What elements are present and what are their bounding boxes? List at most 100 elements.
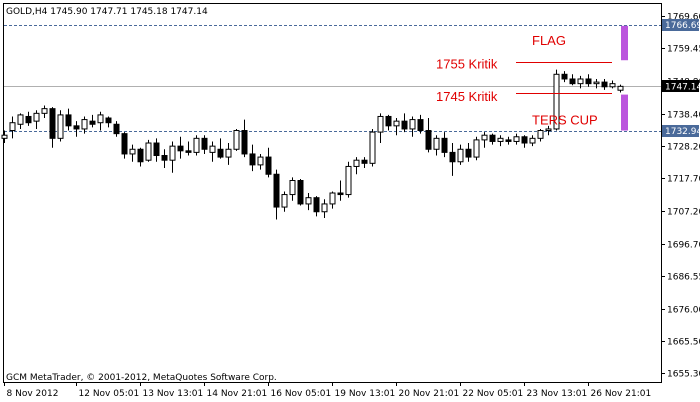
candle: [33, 110, 40, 129]
candle-body-bull: [41, 108, 48, 114]
candle: [513, 133, 520, 145]
candle-body-bear: [137, 148, 144, 163]
candle-body-bear: [561, 73, 568, 80]
candle: [545, 125, 552, 136]
candle-body-bull: [289, 180, 296, 196]
candle: [473, 136, 480, 161]
candle-body-bull: [353, 159, 360, 167]
candle: [225, 143, 232, 165]
candle: [385, 114, 392, 131]
candle: [401, 113, 408, 133]
candle: [9, 116, 16, 139]
candle: [489, 133, 496, 145]
candle-body-bear: [65, 114, 72, 127]
candle-body-bull: [233, 130, 240, 150]
candle-body-bull: [513, 136, 520, 142]
candle-body-bear: [185, 150, 192, 153]
price-axis-label: 1696.70: [667, 241, 700, 251]
candle: [585, 74, 592, 87]
candle-body-bull: [145, 142, 152, 161]
candle: [337, 180, 344, 201]
candle: [537, 128, 544, 142]
candle: [425, 118, 432, 153]
candle-body-bull: [481, 134, 488, 141]
candle-body-bear: [601, 81, 608, 88]
candle: [433, 135, 440, 156]
price-levels: [4, 25, 661, 132]
candle: [521, 135, 528, 148]
candle: [185, 141, 192, 156]
time-axis-label: 13 Nov 13:01: [143, 389, 204, 399]
candle-body-bear: [249, 153, 256, 166]
current-price-tag-label: 1747.14: [665, 83, 700, 93]
candle-body-bear: [241, 130, 248, 155]
candle: [177, 136, 184, 159]
candle: [553, 69, 560, 131]
candle-body-bear: [417, 119, 424, 132]
candle-body-bull: [225, 148, 232, 158]
candle-body-bear: [89, 120, 96, 125]
candle-body-bear: [385, 115, 392, 127]
candle: [369, 128, 376, 167]
candle: [561, 71, 568, 83]
candle: [281, 191, 288, 212]
candle: [529, 135, 536, 147]
candle-body-bull: [193, 137, 200, 153]
candle-body-bear: [425, 130, 432, 150]
candle: [449, 143, 456, 176]
candle: [497, 135, 504, 147]
candle-body-bear: [313, 197, 320, 213]
time-axis-label: 20 Nov 21:01: [399, 389, 460, 399]
candle-body-bull: [377, 115, 384, 133]
candle-body-bull: [1, 134, 8, 139]
candle-body-bear: [105, 117, 112, 124]
candle-body-bull: [577, 78, 584, 85]
level-price-tag-label: 1732.94: [665, 127, 700, 137]
candle-body-bull: [129, 148, 136, 155]
candle: [209, 141, 216, 162]
candle: [377, 113, 384, 144]
price-axis-label: 1717.70: [667, 175, 700, 185]
time-axis-label: 12 Nov 05:01: [79, 389, 140, 399]
candle-body-bear: [121, 133, 128, 155]
candle-body-bull: [9, 122, 16, 132]
candle: [57, 110, 64, 142]
candle: [41, 105, 48, 119]
candle-body-bull: [305, 197, 312, 205]
candle: [17, 113, 24, 129]
candle-body-bear: [297, 180, 304, 205]
candle-body-bull: [457, 148, 464, 163]
candle-body-bull: [497, 137, 504, 142]
price-axis-label: 1655.30: [667, 370, 700, 380]
time-axis-label: 14 Nov 21:01: [207, 389, 268, 399]
candle-body-bear: [177, 145, 184, 152]
candle-body-bull: [553, 73, 560, 130]
price-axis-label: 1759.45: [667, 45, 700, 55]
candle-body-bull: [609, 83, 616, 88]
candle: [417, 114, 424, 134]
candle-body-bear: [465, 148, 472, 158]
price-axis-label: 1728.20: [667, 143, 700, 153]
candle: [169, 141, 176, 173]
candle-body-bull: [329, 192, 336, 205]
candle-body-bull: [345, 165, 352, 196]
level-price-tag: [662, 19, 699, 31]
candle-body-bull: [209, 145, 216, 153]
candle-body-bull: [369, 131, 376, 164]
candle: [153, 138, 160, 162]
price-axis-label: 1676.00: [667, 306, 700, 316]
candle: [137, 147, 144, 167]
candle: [73, 121, 80, 137]
candle-body-bear: [49, 108, 56, 139]
candle: [273, 169, 280, 220]
pattern-marker: [621, 25, 628, 61]
candle: [1, 130, 8, 144]
price-axis-label: 1686.55: [667, 273, 700, 283]
candle-body-bull: [617, 85, 624, 91]
candle-body-bear: [569, 78, 576, 85]
candle: [193, 135, 200, 156]
candle: [353, 157, 360, 175]
candle-body-bull: [473, 139, 480, 158]
